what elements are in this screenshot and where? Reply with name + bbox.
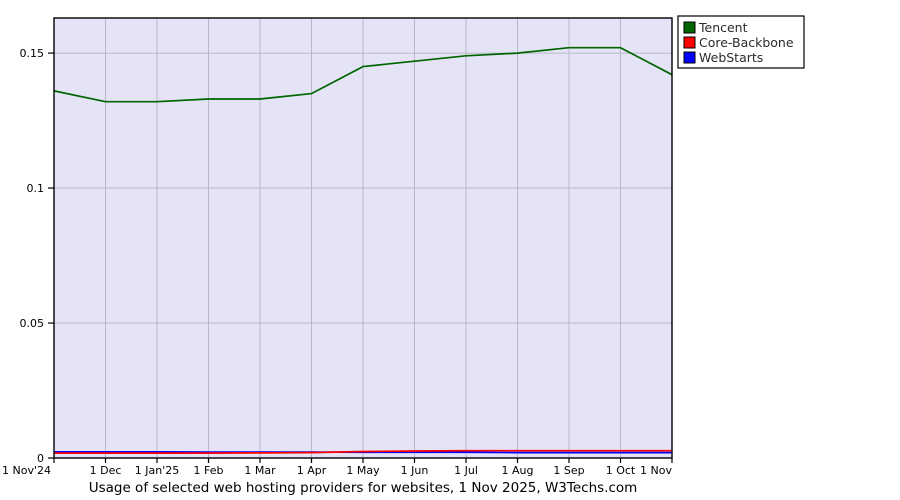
x-tick-label: 1 Nov'24 <box>2 464 51 477</box>
x-tick-label: 1 May <box>346 464 380 477</box>
x-tick-label: 1 Jan'25 <box>135 464 179 477</box>
legend-swatch-core-backbone <box>683 36 696 49</box>
y-tick-label: 0 <box>37 452 44 465</box>
y-tick-label: 0.15 <box>20 47 45 60</box>
vertical-gridlines <box>105 18 621 458</box>
x-tick-label: 1 Sep <box>553 464 584 477</box>
legend-label-core-backbone: Core-Backbone <box>699 35 794 50</box>
x-tick-label: 1 Dec <box>90 464 122 477</box>
chart-caption: Usage of selected web hosting providers … <box>89 480 638 496</box>
x-tick-label: 1 Nov <box>640 464 672 477</box>
x-tick-label: 1 Jun <box>401 464 429 477</box>
y-tick-label: 0.1 <box>27 182 45 195</box>
legend-swatch-webstarts <box>683 51 696 64</box>
x-tick-label: 1 Oct <box>606 464 636 477</box>
y-tick-label: 0.05 <box>20 317 45 330</box>
series-lines <box>53 46 673 454</box>
legend-label-webstarts: WebStarts <box>699 50 763 65</box>
legend-swatch-tencent <box>683 21 696 34</box>
legend-box <box>677 15 805 69</box>
y-axis: 0 0.05 0.1 0.15 <box>20 47 54 465</box>
x-tick-label: 1 Apr <box>297 464 327 477</box>
series-line-tencent <box>53 46 673 103</box>
x-axis: 1 Nov'24 1 Dec 1 Jan'25 1 Feb 1 Mar 1 Apr 1 Ma… <box>2 458 673 477</box>
x-tick-label: 1 Aug <box>502 464 534 477</box>
x-tick-label: 1 Mar <box>244 464 276 477</box>
legend-label-tencent: Tencent <box>698 20 748 35</box>
x-tick-label: 1 Feb <box>194 464 224 477</box>
series-line-core-backbone <box>54 449 672 454</box>
x-tick-label: 1 Jul <box>454 464 478 477</box>
